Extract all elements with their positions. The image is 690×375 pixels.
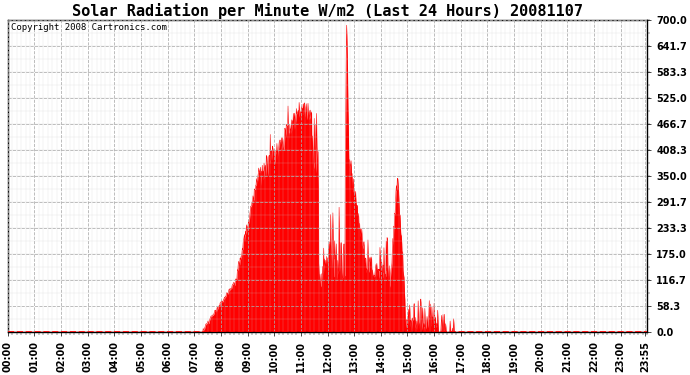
Text: Copyright 2008 Cartronics.com: Copyright 2008 Cartronics.com xyxy=(11,23,167,32)
Title: Solar Radiation per Minute W/m2 (Last 24 Hours) 20081107: Solar Radiation per Minute W/m2 (Last 24… xyxy=(72,3,583,19)
